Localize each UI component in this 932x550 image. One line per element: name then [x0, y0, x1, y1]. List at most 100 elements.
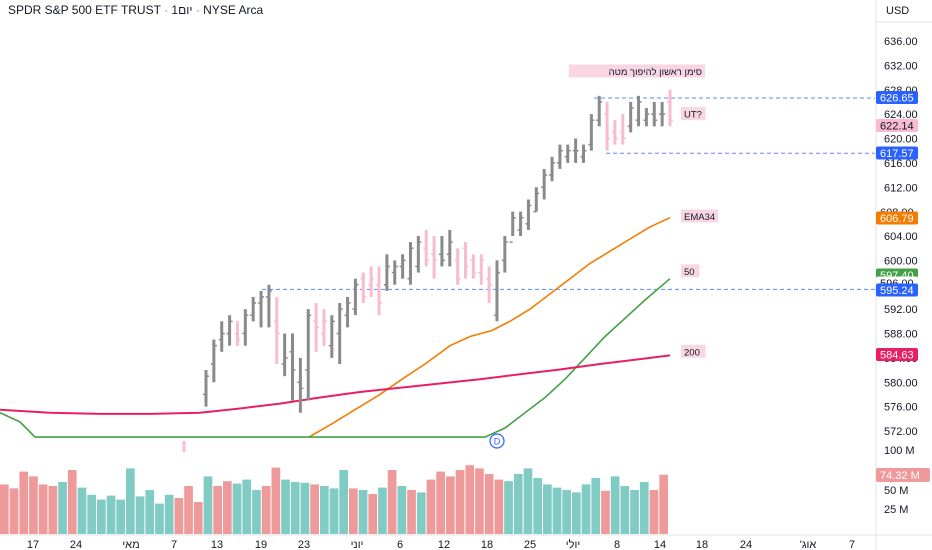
volume-bar [349, 488, 358, 534]
volume-bar [164, 494, 174, 534]
price-tick-label: 620.00 [884, 134, 918, 146]
volume-bar [213, 486, 222, 534]
ohlc-bar [328, 315, 335, 358]
symbol-name: SPDR S&P 500 ETF TRUST [8, 3, 161, 17]
volume-bar [97, 499, 106, 534]
ohlc-bar [596, 95, 603, 127]
price-label-text: 584.63 [880, 350, 914, 362]
volume-bars [0, 465, 668, 534]
interval-label: 1יום [171, 3, 193, 17]
ma-line-ema34 [308, 216, 671, 438]
ma-line-50 [0, 278, 671, 438]
time-tick-label: אוג' [800, 539, 817, 550]
price-tick-label: 616.00 [884, 158, 918, 170]
volume-bar [591, 478, 601, 534]
price-label-text: 606.79 [880, 213, 914, 225]
ohlc-bar [305, 309, 312, 401]
volume-bar [513, 474, 523, 534]
ohlc-bar [273, 296, 280, 364]
plot-layer: D [0, 89, 875, 452]
volume-bar [610, 476, 620, 534]
ohlc-bar [470, 254, 477, 279]
price-tick-label: 624.00 [884, 109, 918, 121]
volume-bar [87, 494, 96, 534]
volume-bar [116, 499, 125, 534]
ohlc-bar [368, 266, 375, 297]
ohlc-bar [611, 120, 618, 145]
ohlc-bar [383, 254, 390, 291]
ohlc-bar [242, 309, 249, 346]
volume-bar [533, 478, 542, 534]
ohlc-bar [320, 309, 327, 346]
volume-bar [203, 476, 213, 534]
ohlc-bar [549, 156, 556, 182]
volume-bar [639, 482, 649, 534]
volume-bar [543, 484, 552, 534]
time-tick-label: 24 [740, 539, 752, 550]
volume-bar [659, 474, 668, 534]
ohlc-bar [454, 248, 461, 285]
price-tick-label: 632.00 [884, 60, 918, 72]
annotation-text: EMA34 [684, 212, 715, 223]
time-tick-label: 12 [438, 539, 450, 550]
annotation-box [681, 264, 700, 278]
ohlc-bar [265, 284, 272, 328]
time-tick-label: 13 [211, 539, 223, 550]
price-tick-label: 636.00 [884, 36, 918, 48]
volume-bar [581, 484, 591, 534]
volume-bar [339, 470, 348, 534]
ohlc-bar [415, 236, 422, 273]
price-label-box [876, 211, 918, 225]
volume-bar [38, 484, 48, 534]
volume-bar [174, 498, 184, 534]
ohlc-bar [258, 290, 265, 328]
ohlc-bar [604, 101, 611, 151]
header-separator: · [164, 3, 172, 17]
price-label-box [876, 91, 918, 104]
ohlc-bar [478, 254, 485, 285]
volume-bar [155, 503, 164, 534]
ohlc-bar [226, 315, 233, 346]
volume-bar [475, 468, 484, 534]
price-tick-label: 592.00 [884, 304, 918, 316]
volume-bar [242, 479, 252, 534]
ohlc-bar [234, 321, 241, 346]
volume-bar [504, 481, 513, 534]
annotation-text: 50 [684, 267, 695, 278]
volume-tick-label: 25 M [884, 504, 908, 516]
price-tick-label: 588.00 [884, 329, 918, 341]
time-tick-label: יוני [351, 539, 364, 550]
volume-label-box [876, 468, 930, 482]
ohlc-bar [344, 296, 351, 328]
ohlc-bar [376, 266, 383, 316]
annotation-box [681, 209, 718, 223]
volume-bar [48, 486, 58, 534]
volume-bar [446, 476, 455, 534]
ohlc-bar [281, 333, 288, 377]
price-label-box [876, 348, 918, 361]
volume-bar [572, 492, 581, 534]
price-label-text: 595.24 [880, 285, 914, 297]
volume-bar [620, 486, 630, 534]
ohlc-bar [218, 321, 225, 352]
volume-bar [320, 486, 329, 534]
volume-bar [232, 483, 242, 534]
time-tick-label: 19 [255, 539, 267, 550]
volume-bar [281, 479, 290, 534]
time-tick-label: מאי [122, 539, 139, 550]
volume-bar [601, 490, 610, 534]
ohlc-bar [297, 357, 304, 413]
price-label-box [876, 283, 918, 297]
ohlc-bar [486, 266, 493, 304]
time-tick-label: 7 [849, 539, 855, 550]
volume-bar [329, 488, 339, 534]
volume-bar [455, 470, 465, 534]
ohlc-bar [336, 303, 343, 364]
time-tick-label: 18 [481, 539, 493, 550]
ohlc-bar [360, 272, 367, 304]
volume-bar [552, 487, 562, 534]
currency-label[interactable]: USD [886, 5, 910, 17]
symbol-header: SPDR S&P 500 ETF TRUST · 1יום · NYSE Arc… [8, 3, 263, 17]
